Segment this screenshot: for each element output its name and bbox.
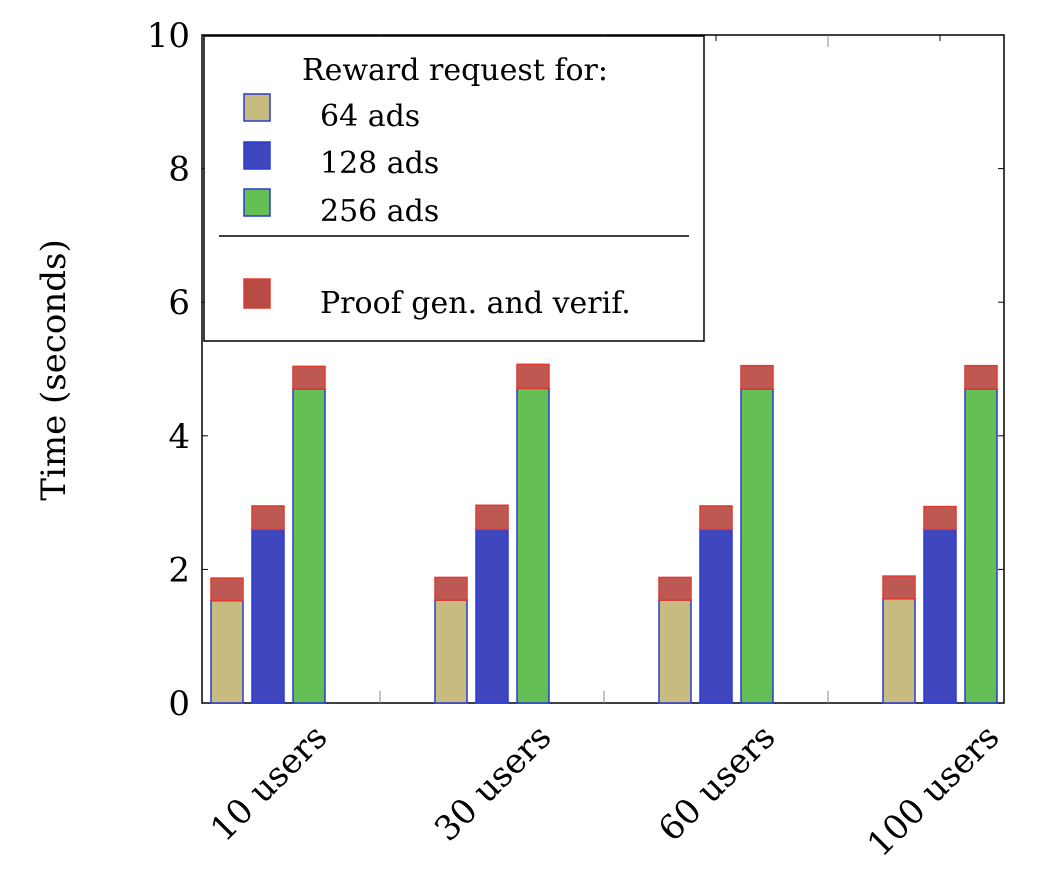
legend: Reward request for: 64 ads 128 ads 256 a…: [203, 35, 705, 342]
plot-frame: [201, 34, 1005, 704]
bar-128-ads-0: [251, 528, 285, 704]
bar-64-ads-3: [882, 598, 916, 704]
legend-swatch-128-ads: [243, 141, 271, 170]
bar-proof-256-ads-2: [740, 364, 774, 390]
y-tick-label: 4: [168, 417, 190, 457]
legend-box: [203, 35, 705, 342]
bar-64-ads-2: [658, 599, 692, 704]
y-axis-title: Time (seconds): [34, 239, 74, 500]
legend-label-128-ads: 128 ads: [320, 146, 439, 181]
bar-proof-128-ads-1: [475, 504, 509, 531]
x-tick-label: 60 users: [651, 717, 783, 849]
bar-128-ads-1: [475, 528, 509, 704]
legend-title: Reward request for:: [302, 53, 608, 88]
bar-proof-64-ads-3: [882, 575, 916, 600]
y-tick-label: 10: [147, 16, 190, 56]
y-tick-label: 2: [168, 550, 190, 590]
bar-256-ads-1: [516, 387, 550, 704]
legend-label-64-ads: 64 ads: [320, 99, 420, 134]
bar-proof-64-ads-0: [210, 577, 244, 602]
y-tick-label: 8: [168, 150, 190, 190]
bar-256-ads-2: [740, 388, 774, 704]
bar-proof-128-ads-3: [923, 505, 957, 531]
x-tick-label: 30 users: [427, 717, 559, 849]
x-tick-labels: 10 users 30 users 60 users 100 users: [203, 717, 1007, 865]
x-tick-label: 100 users: [860, 717, 1008, 865]
bar-proof-128-ads-0: [251, 505, 285, 531]
bar-64-ads-0: [210, 600, 244, 704]
bar-64-ads-1: [434, 599, 468, 704]
bars: [210, 363, 998, 704]
y-tick-label: 0: [168, 684, 190, 724]
y-tick-labels: 0 2 4 6 8 10: [147, 16, 190, 724]
legend-label-proof: Proof gen. and verif.: [320, 286, 631, 321]
bar-256-ads-3: [964, 388, 998, 704]
bar-proof-256-ads-3: [964, 364, 998, 390]
bar-proof-64-ads-2: [658, 576, 692, 601]
legend-swatch-256-ads: [243, 188, 271, 217]
legend-swatch-proof: [243, 278, 271, 309]
bar-proof-64-ads-1: [434, 576, 468, 601]
bar-128-ads-3: [923, 528, 957, 704]
bar-128-ads-2: [699, 528, 733, 704]
bar-proof-256-ads-1: [516, 363, 550, 390]
legend-label-256-ads: 256 ads: [320, 194, 439, 229]
bar-256-ads-0: [292, 388, 326, 704]
legend-swatch-64-ads: [243, 93, 271, 122]
y-tick-label: 6: [168, 283, 190, 323]
bar-proof-128-ads-2: [699, 505, 733, 531]
bar-proof-256-ads-0: [292, 365, 326, 390]
x-tick-label: 10 users: [203, 717, 335, 849]
